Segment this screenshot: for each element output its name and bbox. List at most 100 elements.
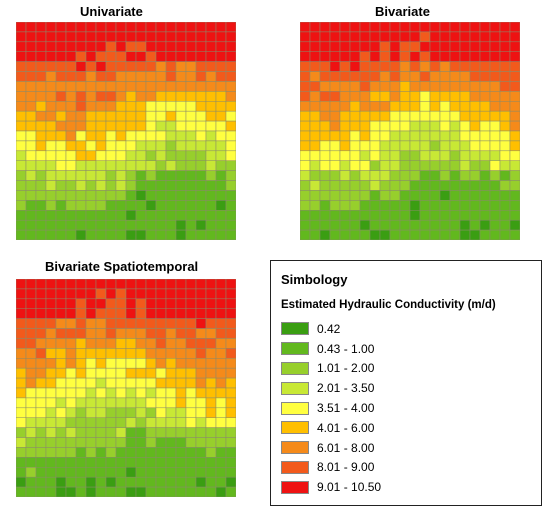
grid-cell <box>300 101 311 112</box>
grid-cell <box>359 180 371 191</box>
grid-cell <box>349 41 361 52</box>
legend-subtitle: Estimated Hydraulic Conductivity (m/d) <box>281 299 496 311</box>
grid-cell <box>225 298 236 309</box>
grid-cell <box>125 348 137 359</box>
grid-cell <box>499 41 511 52</box>
grid-cell <box>369 110 381 122</box>
grid-cell <box>135 407 147 418</box>
grid-cell <box>135 338 147 349</box>
grid-cell <box>339 210 351 221</box>
grid-cell <box>185 160 197 171</box>
grid-cell <box>85 61 97 72</box>
grid-cell <box>125 180 137 191</box>
grid-cell <box>359 219 371 231</box>
grid-cell <box>300 140 311 152</box>
grid-cell <box>469 150 481 161</box>
grid-cell <box>359 229 371 240</box>
grid-cell <box>479 31 491 43</box>
grid-cell <box>105 170 117 181</box>
grid-cell <box>459 120 471 132</box>
grid-cell <box>215 101 227 112</box>
grid-cell <box>479 140 491 152</box>
grid-cell <box>65 120 77 132</box>
grid-cell <box>195 150 207 161</box>
grid-cell <box>349 190 361 201</box>
grid-cell <box>155 467 167 478</box>
grid-cell <box>509 31 520 43</box>
grid-cell <box>155 387 167 399</box>
grid-cell <box>175 120 187 132</box>
grid-cell <box>16 81 27 92</box>
grid-cell <box>309 71 321 82</box>
grid-cell <box>379 130 391 142</box>
grid-cell <box>25 338 37 349</box>
grid-cell <box>215 308 227 319</box>
grid-cell <box>115 140 127 152</box>
grid-cell <box>16 22 27 33</box>
grid-cell <box>25 31 37 43</box>
grid-cell <box>95 219 107 231</box>
grid-cell <box>16 150 27 161</box>
grid-cell <box>185 486 197 497</box>
grid-cell <box>409 190 421 201</box>
grid-cell <box>95 41 107 52</box>
grid-cell <box>205 308 217 319</box>
grid-cell <box>95 279 107 290</box>
grid-cell <box>115 190 127 201</box>
grid-cell <box>489 160 501 171</box>
grid-cell <box>145 51 157 62</box>
grid-cell <box>175 31 187 43</box>
legend-label: 9.01 - 10.50 <box>317 480 382 495</box>
grid-cell <box>399 200 411 211</box>
grid-cell <box>55 367 67 379</box>
grid-cell <box>155 190 167 201</box>
grid-cell <box>95 367 107 379</box>
grid-cell <box>25 170 37 181</box>
grid-cell <box>25 150 37 161</box>
grid-cell <box>125 110 137 122</box>
grid-cell <box>185 140 197 152</box>
grid-cell <box>85 318 97 329</box>
grid-cell <box>215 367 227 379</box>
grid-cell <box>115 61 127 72</box>
grid-cell <box>479 22 491 33</box>
grid-cell <box>489 120 501 132</box>
grid-cell <box>409 41 421 52</box>
grid-cell <box>469 51 481 62</box>
grid-cell <box>165 101 177 112</box>
grid-cell <box>409 71 421 82</box>
grid-cell <box>399 110 411 122</box>
grid-cell <box>16 397 27 409</box>
grid-cell <box>225 160 236 171</box>
grid-cell <box>45 51 57 62</box>
grid-cell <box>75 407 87 418</box>
legend-label: 2.01 - 3.50 <box>317 381 375 396</box>
grid-cell <box>55 150 67 161</box>
grid-cell <box>105 41 117 52</box>
grid-cell <box>55 200 67 211</box>
grid-cell <box>35 288 47 300</box>
grid-cell <box>45 170 57 181</box>
grid-cell <box>439 180 451 191</box>
grid-cell <box>165 140 177 152</box>
grid-cell <box>175 51 187 62</box>
grid-cell <box>215 160 227 171</box>
grid-cell <box>329 51 341 62</box>
grid-cell <box>25 120 37 132</box>
legend-label: 1.01 - 2.00 <box>317 361 375 376</box>
grid-cell <box>225 210 236 221</box>
grid-cell <box>205 61 217 72</box>
grid-cell <box>489 219 501 231</box>
grid-cell <box>55 397 67 409</box>
grid-cell <box>185 130 197 142</box>
grid-cell <box>399 160 411 171</box>
grid-cell <box>115 91 127 102</box>
grid-cell <box>25 358 37 369</box>
grid-cell <box>65 279 77 290</box>
grid-cell <box>459 180 471 191</box>
grid-cell <box>105 318 117 329</box>
grid-cell <box>309 61 321 72</box>
grid-cell <box>195 120 207 132</box>
grid-cell <box>419 81 431 92</box>
grid-cell <box>65 229 77 240</box>
